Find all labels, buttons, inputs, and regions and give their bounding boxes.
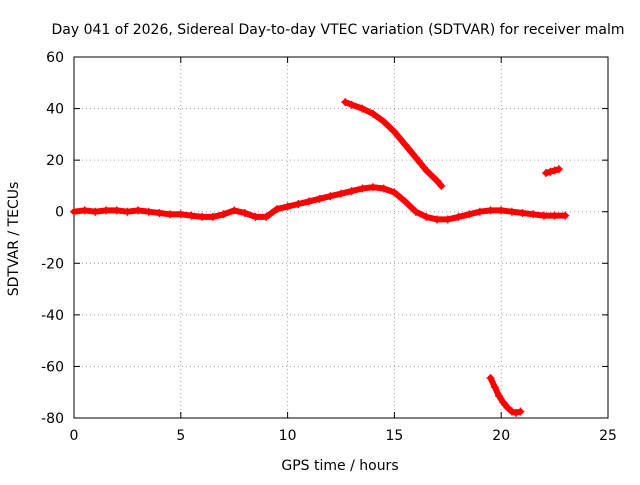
data-point — [497, 206, 506, 215]
data-point — [550, 166, 559, 175]
x-tick-label: 10 — [279, 428, 297, 444]
data-point — [475, 207, 484, 216]
data-point — [486, 206, 495, 215]
data-layer — [70, 98, 570, 417]
y-tick-label: -80 — [41, 411, 64, 427]
y-tick-label: 20 — [46, 153, 64, 169]
data-point — [347, 187, 356, 196]
x-tick-label: 20 — [492, 428, 510, 444]
data-point — [539, 211, 548, 220]
data-point — [379, 117, 388, 126]
axes — [73, 56, 609, 419]
data-point — [283, 202, 292, 211]
data-point — [401, 140, 410, 149]
data-point — [80, 206, 89, 215]
data-point — [144, 207, 153, 216]
data-point — [262, 212, 271, 221]
y-tick-label: 60 — [46, 50, 64, 66]
data-point — [315, 194, 324, 203]
data-point — [486, 374, 495, 383]
y-tick-label: 40 — [46, 102, 64, 118]
data-point — [512, 408, 521, 417]
data-point — [219, 210, 228, 219]
series-late-segment — [542, 165, 563, 178]
data-point — [422, 212, 431, 221]
data-point — [166, 210, 175, 219]
x-tick-label: 15 — [385, 428, 403, 444]
plot-border — [73, 56, 609, 419]
data-point — [198, 212, 207, 221]
data-point — [554, 165, 563, 174]
x-tick-label: 5 — [176, 428, 185, 444]
data-point — [112, 206, 121, 215]
data-point — [499, 398, 508, 407]
y-tick-label: -40 — [41, 308, 64, 324]
data-point — [390, 188, 399, 197]
data-point — [176, 210, 185, 219]
data-point — [490, 383, 499, 392]
data-point — [251, 212, 260, 221]
data-point — [341, 98, 350, 107]
data-point — [123, 207, 132, 216]
x-tick-label: 25 — [599, 428, 617, 444]
data-point — [443, 215, 452, 224]
data-point — [507, 207, 516, 216]
data-point — [561, 211, 570, 220]
data-point — [294, 199, 303, 208]
series-lower-arc — [486, 374, 525, 417]
data-point — [495, 392, 504, 401]
y-tick-label: -60 — [41, 359, 64, 375]
data-point — [433, 215, 442, 224]
data-point — [503, 403, 512, 412]
data-point — [347, 100, 356, 109]
data-point — [454, 212, 463, 221]
data-point — [390, 127, 399, 136]
data-point — [379, 184, 388, 193]
chart-title: Day 041 of 2026, Sidereal Day-to-day VTE… — [52, 22, 625, 38]
y-tick-label: -20 — [41, 256, 64, 272]
data-point — [465, 210, 474, 219]
data-point — [369, 109, 378, 118]
tick-labels: 0 5 10 15 20 25 -80 -60 -40 -20 0 20 40 60 — [41, 50, 617, 444]
data-point — [507, 407, 516, 416]
data-point — [155, 209, 164, 218]
data-point — [437, 181, 446, 190]
data-point — [369, 183, 378, 192]
data-point — [187, 211, 196, 220]
data-point — [546, 167, 555, 176]
data-point — [542, 169, 551, 178]
data-point — [401, 197, 410, 206]
data-point — [304, 197, 313, 206]
data-point — [102, 206, 111, 215]
data-point — [326, 192, 335, 201]
series-main-trace — [70, 183, 570, 224]
data-point — [518, 209, 527, 218]
x-tick-label: 0 — [70, 428, 79, 444]
data-point — [550, 211, 559, 220]
series-upper-arc — [341, 98, 446, 190]
data-point — [516, 407, 525, 416]
data-point — [70, 207, 78, 216]
y-tick-label: 0 — [55, 205, 64, 221]
data-point — [358, 184, 367, 193]
data-point — [230, 206, 239, 215]
data-point — [411, 207, 420, 216]
data-point — [422, 166, 431, 175]
data-point — [91, 207, 100, 216]
data-point — [337, 189, 345, 198]
y-axis-label: SDTVAR / TECUs — [6, 182, 22, 297]
data-point — [358, 104, 367, 113]
data-point — [272, 205, 281, 214]
data-point — [411, 153, 420, 162]
data-point — [529, 210, 538, 219]
data-point — [433, 176, 442, 185]
data-point — [208, 212, 217, 221]
data-point — [134, 206, 143, 215]
x-axis-label: GPS time / hours — [281, 458, 398, 474]
data-point — [240, 209, 249, 218]
